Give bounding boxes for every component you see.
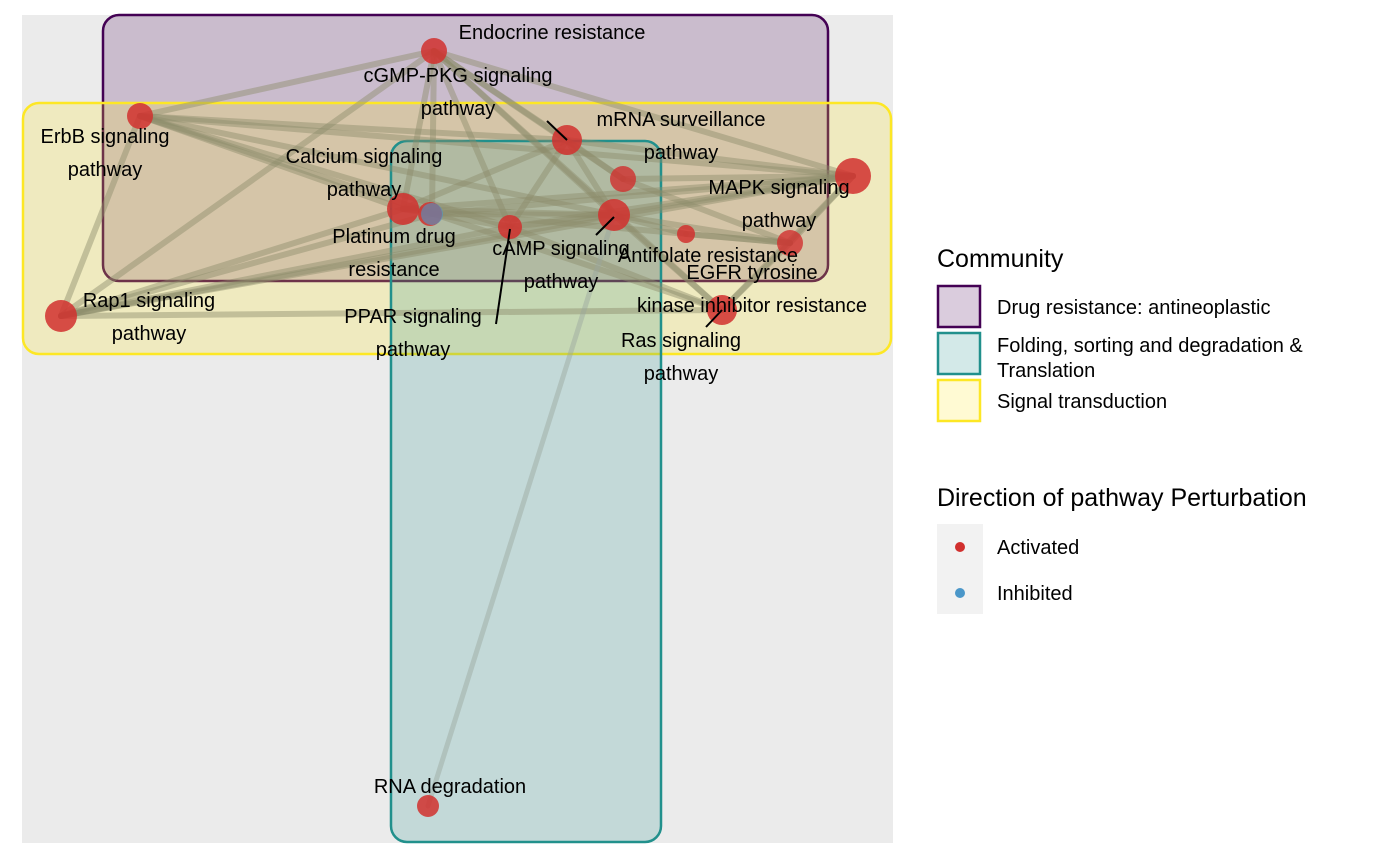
edge-endocrine-mrna — [431, 48, 570, 143]
node-label-mrna: mRNA surveillance pathway — [597, 109, 766, 164]
edge-rap1-mapk — [58, 173, 856, 319]
edge-endocrine-ras — [431, 48, 617, 218]
community-hull-signal — [21, 101, 893, 356]
node-label-calcium: Calcium signaling pathway — [286, 146, 443, 201]
edge-antifolate-extra2 — [683, 231, 793, 246]
node-label-erbb: ErbB signaling pathway — [41, 126, 170, 181]
edge-mapk-extra1 — [620, 173, 856, 182]
node-label-antifolate: Antifolate resistance — [618, 245, 798, 267]
edge-extra1-extra2 — [620, 176, 793, 246]
node-label-rap1: Rap1 signaling pathway — [83, 290, 215, 345]
node-camp — [498, 215, 522, 239]
node-antifolate — [677, 225, 695, 243]
direction-legend-title: Direction of pathway Perturbation — [937, 484, 1307, 512]
edge-endocrine-mapk — [431, 48, 856, 179]
node-label-camp: cAMP signaling pathway — [492, 238, 629, 293]
edge-platinum-ras — [429, 211, 617, 218]
nodes — [45, 38, 871, 817]
community-hull-fold — [389, 139, 663, 844]
legend: Community Drug resistance: antineoplasti… — [936, 245, 1307, 614]
edge-endocrine-erbb — [137, 48, 437, 119]
edge-endocrine-rap1 — [58, 48, 437, 319]
edges — [58, 48, 856, 809]
leader-line-mrna — [546, 120, 568, 141]
community-key-label-fold: Folding, sorting and degradation & Transl… — [997, 335, 1303, 382]
edge-erbb-calcium — [137, 113, 406, 212]
community-key-label-drug: Drug resistance: antineoplastic — [997, 297, 1270, 319]
edge-platinum-mapk — [429, 173, 856, 217]
node-label-ras: Ras signaling pathway — [621, 330, 741, 385]
direction-key-background — [937, 524, 983, 614]
edge-camp-mrna — [507, 137, 570, 230]
node-ras — [598, 199, 630, 231]
leader-line-ras — [595, 216, 615, 236]
edge-mrna-mapk — [564, 137, 856, 179]
direction-legend-keys: Activated Inhibited — [937, 524, 1079, 614]
edge-endocrine-extra1 — [431, 48, 626, 182]
node-unlabeled — [777, 230, 803, 256]
community-key-label-signal: Signal transduction — [997, 391, 1167, 413]
edge-erbb-mapk — [137, 113, 856, 179]
edge-ras-extra2 — [611, 212, 793, 246]
community-legend-keys: Drug resistance: antineoplastic Folding, … — [936, 284, 1303, 423]
node-erbb — [127, 103, 153, 129]
direction-key-dot-inhibited — [955, 588, 965, 598]
node-platinum — [421, 203, 443, 225]
edge-calcium-mrna — [400, 137, 570, 212]
node-unlabeled — [610, 166, 636, 192]
edge-rap1-camp — [58, 224, 513, 319]
node-label-ppar: PPAR signaling pathway — [344, 306, 481, 361]
edge-camp-mapk — [507, 173, 856, 230]
community-legend-title: Community — [937, 245, 1064, 273]
edge-rnadeg-ras — [425, 212, 617, 809]
node-label-cgmp: cGMP-PKG signaling pathway — [364, 65, 553, 120]
leader-line-ppar — [495, 228, 511, 325]
edge-ras-mapk — [611, 173, 856, 218]
node-mapk — [835, 158, 871, 194]
edge-rap1-platinum — [58, 211, 435, 319]
edge-endocrine-egfr — [431, 48, 725, 313]
node-rap1 — [45, 300, 77, 332]
edge-endocrine-camp — [431, 48, 513, 230]
edge-erbb-mrna — [137, 113, 570, 143]
edge-rap1-egfr — [58, 307, 725, 319]
community-key-fold — [936, 331, 982, 376]
edge-ras-egfr — [611, 212, 725, 313]
node-label-platinum: Platinum drug resistance — [332, 226, 455, 281]
node-label-egfr: EGFR tyrosine kinase inhibitor resistance — [637, 262, 867, 317]
direction-key-label-activated: Activated — [997, 537, 1079, 559]
node-rnadeg — [417, 795, 439, 817]
community-key-signal — [936, 378, 982, 423]
edge-rap1-ras — [58, 212, 617, 319]
label-leader-lines — [495, 120, 723, 328]
leader-line-egfr — [705, 309, 723, 328]
edge-egfr-extra2 — [719, 240, 793, 313]
edge-rap1-calcium — [58, 206, 406, 319]
node-labels: Endocrine resistance cGMP-PKG signaling pa… — [41, 22, 868, 798]
node-endocrine — [421, 38, 447, 64]
edge-camp-egfr — [507, 224, 725, 313]
community-hulls — [21, 13, 893, 844]
community-key-drug — [936, 284, 982, 329]
direction-key-label-inhibited: Inhibited — [997, 583, 1073, 605]
node-label-mapk: MAPK signaling pathway — [708, 177, 849, 232]
edge-erbb-camp — [137, 113, 513, 230]
node-label-endocrine: Endocrine resistance — [459, 22, 646, 44]
edge-endocrine-platinum — [429, 48, 437, 217]
edge-camp-ras — [507, 212, 617, 230]
node-calcium — [387, 193, 419, 225]
direction-key-dot-activated — [955, 542, 965, 552]
node-label-rnadeg: RNA degradation — [374, 776, 526, 798]
edge-calcium-mapk — [400, 173, 856, 212]
edge-erbb-rap1 — [58, 113, 143, 319]
edge-erbb-ras — [137, 113, 617, 218]
plot-panel — [22, 15, 893, 843]
edge-calcium-extra2 — [400, 206, 793, 246]
community-hull-drug — [101, 13, 830, 283]
edge-endocrine-calcium — [400, 48, 437, 212]
